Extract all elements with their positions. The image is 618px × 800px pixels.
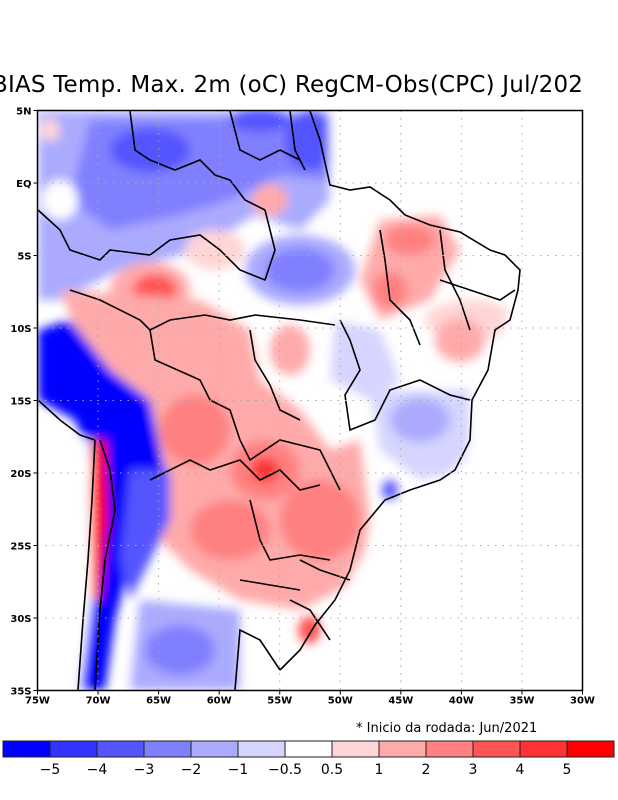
colorbar-swatch <box>472 740 521 758</box>
axis-ticks: 75W 70W 65W 60W 55W 50W 45W 40W 35W 30W 5N EQ 5S 10S 1… <box>10 107 595 707</box>
bias-region <box>160 395 230 465</box>
chart-title: BIAS Temp. Max. 2m (oC) RegCM-Obs(CPC) J… <box>0 72 584 98</box>
bias-shading <box>38 111 582 690</box>
x-tick-label: 45W <box>388 696 413 707</box>
bias-region <box>285 111 335 170</box>
bias-region <box>270 325 310 375</box>
border-line <box>77 439 96 690</box>
border-line <box>229 111 301 161</box>
x-tick-label: 65W <box>146 696 171 707</box>
border-line <box>69 289 336 331</box>
border-line <box>439 279 516 301</box>
y-tick-label: 15S <box>10 397 31 408</box>
x-tick-label: 70W <box>86 696 111 707</box>
bias-region <box>280 480 360 560</box>
colorbar-label: −0.5 <box>268 762 302 778</box>
y-tick-label: EQ <box>16 179 31 190</box>
border-line <box>289 111 306 171</box>
colorbar-swatch <box>425 740 474 758</box>
bias-region <box>390 398 450 442</box>
border-line <box>38 399 96 441</box>
chile-warm-strip <box>90 440 108 600</box>
colorbar-swatch <box>2 740 51 758</box>
x-tick-label: 30W <box>570 696 595 707</box>
border-line <box>149 329 341 491</box>
ocean-mask <box>38 420 92 690</box>
colorbar <box>2 740 615 758</box>
y-tick-label: 35S <box>10 687 31 698</box>
bias-region <box>42 180 78 220</box>
bias-region <box>265 248 335 292</box>
colorbar-label: 0.5 <box>320 762 344 778</box>
colorbar-swatch <box>378 740 427 758</box>
bias-region <box>230 111 290 132</box>
y-tick-label: 5N <box>16 107 31 118</box>
border-line <box>149 459 321 491</box>
bias-region <box>145 625 215 675</box>
border-line <box>279 111 521 671</box>
colorbar-label: 2 <box>421 762 431 778</box>
colorbar-label: −3 <box>133 762 155 778</box>
colorbar-swatch <box>284 740 333 758</box>
colorbar-swatch <box>566 740 615 758</box>
colorbar-label: −5 <box>39 762 61 778</box>
colorbar-label: 3 <box>468 762 478 778</box>
y-tick-label: 30S <box>10 614 31 625</box>
bias-region <box>40 118 60 142</box>
y-tick-label: 20S <box>10 469 31 480</box>
x-tick-label: 75W <box>25 696 50 707</box>
y-tick-label: 5S <box>17 252 31 263</box>
bias-field <box>38 111 582 690</box>
colorbar-label: 5 <box>562 762 572 778</box>
colorbar-swatch <box>237 740 286 758</box>
bias-region <box>382 480 398 500</box>
border-line <box>249 499 331 561</box>
bias-region <box>385 225 435 255</box>
x-tick-label: 60W <box>207 696 232 707</box>
x-tick-label: 55W <box>267 696 292 707</box>
colorbar-swatch <box>519 740 568 758</box>
border-line <box>94 439 116 690</box>
colorbar-label: −1 <box>227 762 249 778</box>
border-line <box>129 111 266 211</box>
colorbar-swatch <box>331 740 380 758</box>
run-start-note: * Inicio da rodada: Jun/2021 <box>356 721 538 736</box>
border-line <box>339 319 471 432</box>
colorbar-swatch <box>143 740 192 758</box>
x-tick-label: 50W <box>328 696 353 707</box>
colorbar-label: −2 <box>180 762 202 778</box>
ocean-mask <box>330 111 582 200</box>
bias-region <box>252 184 288 216</box>
border-line <box>38 209 276 282</box>
grid-lines <box>37 110 583 691</box>
bias-region <box>251 458 279 482</box>
colorbar-label: 4 <box>515 762 525 778</box>
bias-region <box>372 272 408 308</box>
colorbar-label: 1 <box>374 762 384 778</box>
border-line <box>249 329 301 421</box>
border-line <box>289 599 331 641</box>
colorbar-swatch <box>96 740 145 758</box>
ocean-mask <box>305 200 582 690</box>
y-tick-label: 25S <box>10 542 31 553</box>
colorbar-swatch <box>190 740 239 758</box>
country-borders <box>38 111 521 690</box>
colorbar-swatch <box>49 740 98 758</box>
x-tick-label: 40W <box>449 696 474 707</box>
central-cold-region <box>330 320 400 400</box>
bias-region <box>120 470 170 600</box>
border-line <box>234 628 281 690</box>
bias-region <box>435 318 485 362</box>
x-tick-label: 35W <box>509 696 534 707</box>
bias-region <box>110 128 190 172</box>
y-tick-label: 10S <box>10 324 31 335</box>
border-line <box>239 579 301 591</box>
colorbar-label: −4 <box>86 762 108 778</box>
